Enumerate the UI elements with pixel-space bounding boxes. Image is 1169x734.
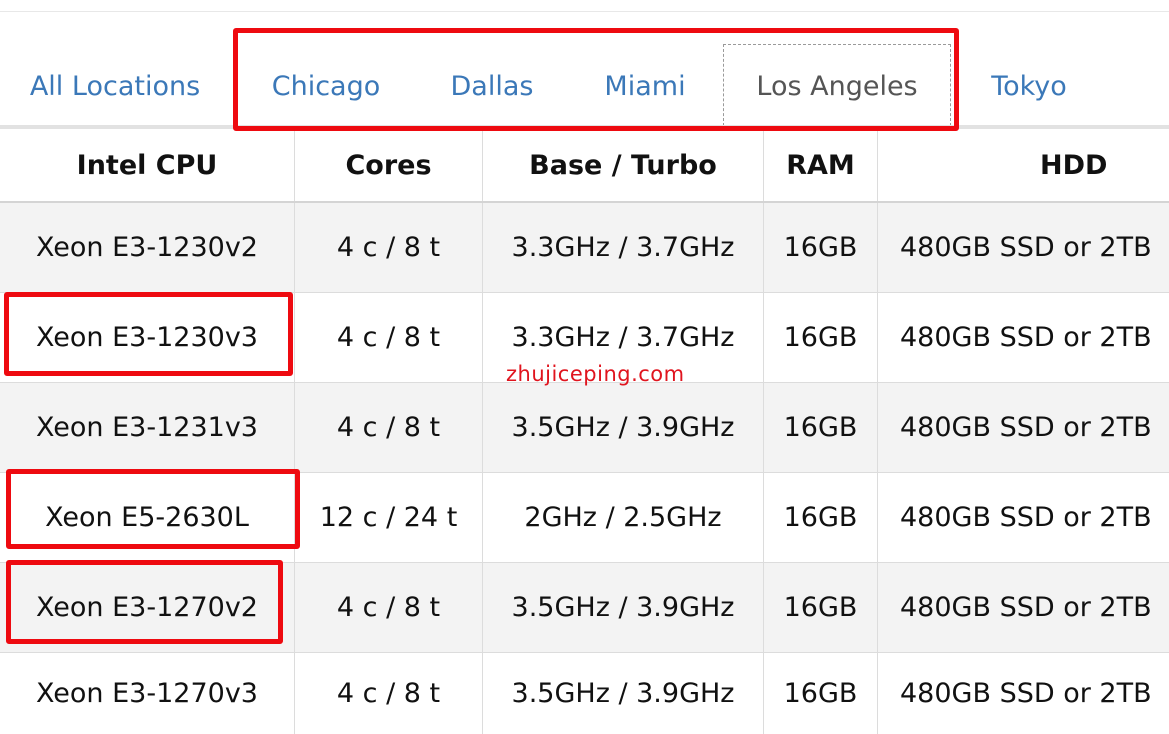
location-tabs: All Locations Chicago Dallas Miami Los A…: [0, 0, 1169, 129]
cell-cores: 4 c / 8 t: [295, 293, 483, 382]
cell-cpu: Xeon E3-1231v3: [0, 383, 295, 472]
cell-cores: 4 c / 8 t: [295, 653, 483, 734]
cell-cpu: Xeon E3-1230v2: [0, 203, 295, 292]
cell-cores: 12 c / 24 t: [295, 473, 483, 562]
table-row: Xeon E3-1230v2 4 c / 8 t 3.3GHz / 3.7GHz…: [0, 203, 1169, 293]
table-row: Xeon E3-1270v2 4 c / 8 t 3.5GHz / 3.9GHz…: [0, 563, 1169, 653]
table-row: Xeon E3-1230v3 4 c / 8 t 3.3GHz / 3.7GHz…: [0, 293, 1169, 383]
cell-cpu: Xeon E3-1230v3: [0, 293, 295, 382]
cell-cpu: Xeon E3-1270v3: [0, 653, 295, 734]
cell-ram: 16GB: [764, 473, 878, 562]
tab-dallas[interactable]: Dallas: [450, 70, 534, 102]
cell-ram: 16GB: [764, 563, 878, 652]
table-row: Xeon E3-1231v3 4 c / 8 t 3.5GHz / 3.9GHz…: [0, 383, 1169, 473]
tab-miami[interactable]: Miami: [604, 70, 686, 102]
cell-cores: 4 c / 8 t: [295, 563, 483, 652]
header-ram: RAM: [764, 129, 878, 201]
watermark-text: zhujiceping.com: [506, 362, 685, 386]
top-divider: [0, 11, 1169, 12]
cell-hdd: 480GB SSD or 2TB: [900, 502, 1152, 533]
cell-hdd: 480GB SSD or 2TB: [900, 232, 1152, 263]
cell-ram: 16GB: [764, 653, 878, 734]
tab-tokyo[interactable]: Tokyo: [991, 70, 1067, 102]
cell-hdd: 480GB SSD or 2TB: [900, 678, 1152, 709]
header-intel-cpu: Intel CPU: [0, 129, 295, 201]
header-base-turbo: Base / Turbo: [483, 129, 764, 201]
cell-base-turbo: 3.5GHz / 3.9GHz: [483, 383, 764, 472]
header-hdd: HDD: [1040, 149, 1108, 181]
tab-chicago[interactable]: Chicago: [271, 70, 381, 102]
table-row: Xeon E5-2630L 12 c / 24 t 2GHz / 2.5GHz …: [0, 473, 1169, 563]
table-header-row: Intel CPU Cores Base / Turbo RAM HDD: [0, 129, 1169, 203]
cell-base-turbo: 3.5GHz / 3.9GHz: [483, 653, 764, 734]
cell-ram: 16GB: [764, 383, 878, 472]
cell-hdd: 480GB SSD or 2TB: [900, 322, 1152, 353]
cell-hdd: 480GB SSD or 2TB: [900, 592, 1152, 623]
tab-los-angeles[interactable]: Los Angeles: [723, 44, 951, 126]
cell-base-turbo: 3.3GHz / 3.7GHz: [483, 203, 764, 292]
cell-base-turbo: 3.5GHz / 3.9GHz: [483, 563, 764, 652]
cell-ram: 16GB: [764, 203, 878, 292]
cell-base-turbo: 2GHz / 2.5GHz: [483, 473, 764, 562]
cell-cores: 4 c / 8 t: [295, 383, 483, 472]
table-row: Xeon E3-1270v3 4 c / 8 t 3.5GHz / 3.9GHz…: [0, 653, 1169, 734]
cell-cores: 4 c / 8 t: [295, 203, 483, 292]
tab-all-locations[interactable]: All Locations: [29, 70, 201, 102]
cell-base-turbo: 3.3GHz / 3.7GHz: [483, 293, 764, 382]
cell-ram: 16GB: [764, 293, 878, 382]
cell-hdd: 480GB SSD or 2TB: [900, 412, 1152, 443]
cell-cpu: Xeon E5-2630L: [0, 473, 295, 562]
header-cores: Cores: [295, 129, 483, 201]
cell-cpu: Xeon E3-1270v2: [0, 563, 295, 652]
